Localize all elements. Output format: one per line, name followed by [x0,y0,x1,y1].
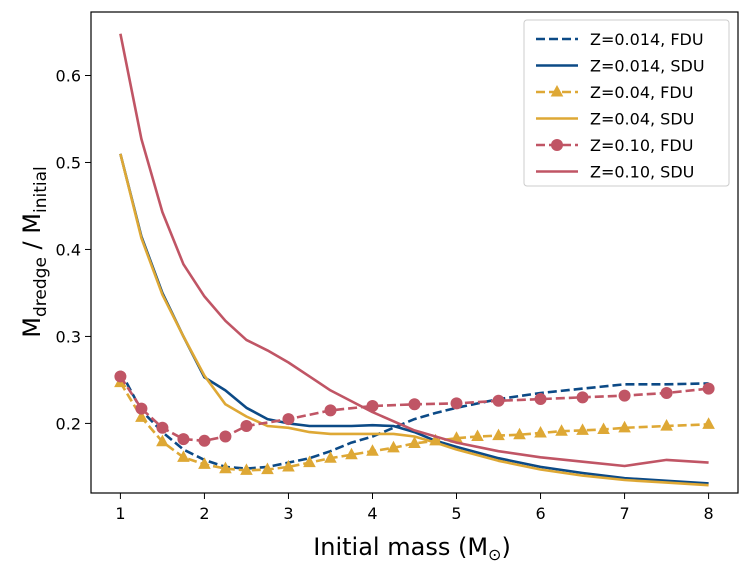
data-point [240,420,253,433]
y-tick-label: 0.3 [56,327,81,346]
legend-item: Z=0.014, SDU [536,57,705,76]
data-point [156,434,169,447]
data-point [198,457,211,469]
legend-label: Z=0.014, FDU [590,30,704,49]
legend-label: Z=0.014, SDU [590,57,705,76]
y-tick-label: 0.6 [56,66,81,85]
data-point [135,410,148,422]
data-point [282,413,295,426]
series-3 [114,375,715,475]
series-5 [114,370,715,447]
data-point [324,451,337,463]
y-tick-label: 0.2 [56,414,81,433]
x-tick-label: 3 [283,504,293,523]
data-point [219,461,232,474]
x-axis-label-subscript: ⊙ [488,545,501,564]
y-tick-label: 0.4 [56,240,81,259]
data-point [702,417,715,429]
series-layer [114,33,715,487]
x-axis-label: Initial mass (M⊙) [313,533,511,564]
data-point [408,436,421,448]
data-point [387,440,400,453]
data-point [576,391,589,404]
y-axis-label-subscript-2: initial [31,166,51,213]
x-axis-label-close: ) [501,533,510,561]
legend-item: Z=0.04, SDU [536,110,694,129]
plot-frame [90,11,739,494]
data-point [618,420,631,433]
legend-item: Z=0.014, FDU [536,30,704,49]
data-point [618,389,631,402]
data-point [156,421,169,434]
legend-item: Z=0.10, SDU [536,163,694,182]
data-point [513,427,526,440]
legend-marker [550,85,564,97]
data-point [450,431,463,443]
data-point [534,425,547,438]
x-axis: 1 2 3 4 5 6 7 8 [115,493,714,523]
data-point [177,433,190,446]
data-point [282,459,295,472]
legend-label: Z=0.04, SDU [590,110,694,129]
data-point [345,447,358,460]
legend-item: Z=0.10, FDU [536,136,693,155]
data-point [135,402,148,415]
y-axis-label: Mdredge / Minitial [18,166,51,337]
y-axis: 0.2 0.3 0.4 0.5 0.6 [56,66,91,433]
data-point [660,386,673,399]
series-line [119,153,709,487]
x-tick-label: 2 [199,504,209,523]
data-point [660,419,673,431]
data-point [450,397,463,410]
x-tick-label: 4 [367,504,377,523]
series-1 [119,370,709,470]
data-point [702,382,715,395]
x-tick-label: 6 [535,504,545,523]
data-point [555,424,568,436]
data-point [534,393,547,406]
legend-item: Z=0.04, FDU [536,83,693,102]
data-point [492,394,505,407]
x-tick-label: 8 [703,504,713,523]
data-point [366,400,379,413]
data-point [261,462,274,475]
legend-label: Z=0.10, FDU [590,136,693,155]
y-axis-label-subscript-1: dredge [31,257,51,317]
legend-marker [551,139,563,151]
x-tick-label: 1 [115,504,125,523]
legend-label: Z=0.04, FDU [590,83,693,102]
data-point [576,423,589,435]
data-point [324,404,337,417]
data-point [303,455,316,468]
legend: Z=0.014, FDU Z=0.014, SDU Z=0.04, FDU Z=0.0… [523,19,730,187]
data-point [492,428,505,441]
series-line [119,370,709,470]
series-6 [119,33,709,468]
data-point [240,463,253,475]
data-point [408,398,421,411]
data-point [114,370,127,383]
x-tick-label: 5 [451,504,461,523]
y-tick-label: 0.5 [56,153,81,172]
data-point [597,422,610,435]
legend-label: Z=0.10, SDU [590,163,694,182]
data-point [177,450,190,462]
y-axis-label-slash: / M [18,213,46,257]
x-tick-label: 7 [619,504,629,523]
data-point [198,434,211,447]
series-line [119,33,709,468]
series-4 [119,153,709,487]
data-point [366,444,379,456]
data-point [219,430,232,443]
data-point [471,429,484,442]
